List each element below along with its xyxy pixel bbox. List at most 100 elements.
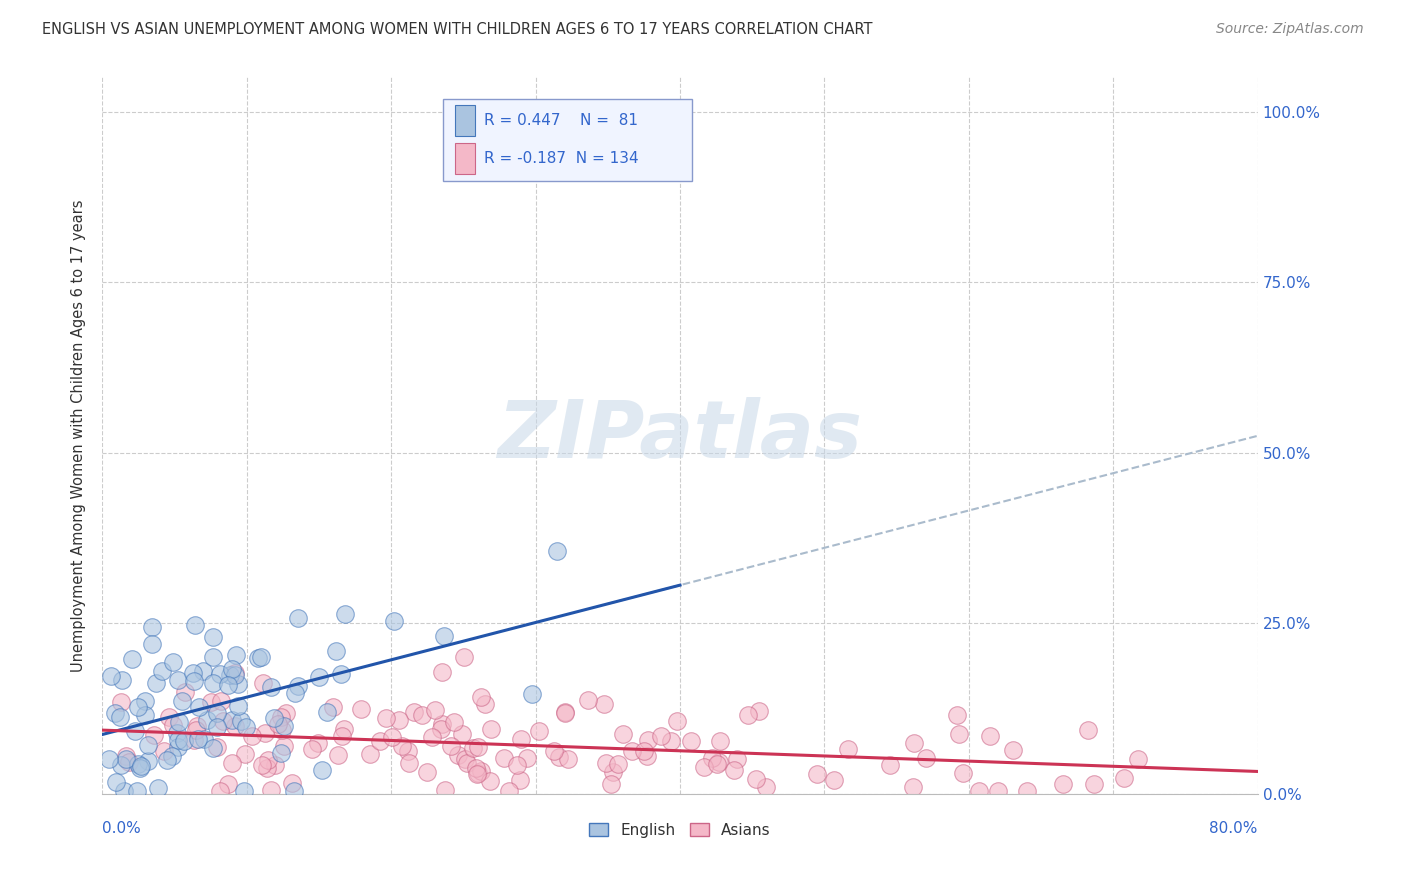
- Point: [522, 688, 544, 702]
- Point: [391, 739, 413, 753]
- Point: [256, 761, 278, 775]
- Point: [274, 706, 297, 721]
- Y-axis label: Unemployment Among Women with Children Ages 6 to 17 years: Unemployment Among Women with Children A…: [72, 200, 86, 672]
- Point: [430, 722, 453, 736]
- Point: [456, 756, 478, 770]
- Point: [267, 717, 290, 731]
- FancyBboxPatch shape: [454, 104, 475, 136]
- Point: [948, 727, 970, 741]
- Point: [110, 695, 132, 709]
- Point: [707, 756, 730, 770]
- Point: [233, 783, 256, 797]
- Point: [368, 733, 391, 747]
- FancyBboxPatch shape: [443, 99, 692, 181]
- Point: [737, 707, 759, 722]
- Point: [308, 670, 330, 684]
- Point: [162, 655, 184, 669]
- Point: [806, 767, 828, 781]
- Point: [218, 668, 240, 682]
- Point: [260, 680, 283, 694]
- Point: [250, 758, 273, 772]
- Point: [225, 648, 247, 662]
- Point: [328, 747, 350, 762]
- Point: [506, 758, 529, 772]
- Point: [134, 707, 156, 722]
- Point: [987, 783, 1010, 797]
- Point: [167, 673, 190, 687]
- Point: [470, 690, 492, 704]
- Point: [153, 744, 176, 758]
- Point: [283, 783, 305, 797]
- Point: [440, 739, 463, 753]
- Point: [100, 668, 122, 682]
- Point: [191, 664, 214, 678]
- Point: [287, 611, 309, 625]
- Point: [700, 751, 723, 765]
- Point: [681, 734, 703, 748]
- Point: [1052, 777, 1074, 791]
- Point: [270, 709, 292, 723]
- Point: [257, 753, 280, 767]
- Point: [979, 729, 1001, 743]
- Point: [271, 723, 294, 737]
- Point: [543, 744, 565, 758]
- Text: Source: ZipAtlas.com: Source: ZipAtlas.com: [1216, 22, 1364, 37]
- Point: [915, 750, 938, 764]
- Point: [167, 739, 190, 754]
- Point: [174, 685, 197, 699]
- Point: [200, 695, 222, 709]
- Point: [202, 676, 225, 690]
- Point: [221, 756, 243, 771]
- Point: [650, 729, 672, 743]
- Point: [470, 764, 492, 778]
- Point: [235, 720, 257, 734]
- Point: [166, 726, 188, 740]
- Point: [396, 744, 419, 758]
- Point: [217, 777, 239, 791]
- Point: [184, 723, 207, 738]
- Point: [450, 727, 472, 741]
- Point: [411, 708, 433, 723]
- Point: [162, 718, 184, 732]
- Point: [173, 734, 195, 748]
- Point: [224, 718, 246, 732]
- Point: [433, 629, 456, 643]
- Point: [114, 748, 136, 763]
- Legend: English, Asians: English, Asians: [583, 816, 776, 844]
- Point: [901, 780, 924, 794]
- Point: [464, 761, 486, 775]
- Point: [725, 752, 748, 766]
- Point: [879, 757, 901, 772]
- Point: [546, 543, 568, 558]
- Point: [112, 783, 135, 797]
- Point: [903, 736, 925, 750]
- Point: [224, 667, 246, 681]
- Point: [157, 710, 180, 724]
- Point: [284, 685, 307, 699]
- Point: [516, 751, 538, 765]
- Point: [576, 693, 599, 707]
- Point: [127, 783, 149, 797]
- Point: [335, 607, 357, 621]
- Point: [946, 707, 969, 722]
- Point: [823, 772, 845, 787]
- Point: [136, 755, 159, 769]
- Point: [554, 706, 576, 720]
- Point: [188, 700, 211, 714]
- Point: [666, 714, 689, 729]
- Point: [250, 650, 273, 665]
- Point: [636, 749, 658, 764]
- Point: [595, 756, 617, 770]
- Point: [209, 694, 232, 708]
- Point: [510, 731, 533, 746]
- Point: [599, 777, 621, 791]
- Point: [195, 713, 218, 727]
- Point: [748, 705, 770, 719]
- Point: [118, 755, 141, 769]
- Point: [723, 763, 745, 777]
- Point: [252, 676, 274, 690]
- Point: [1112, 771, 1135, 785]
- Point: [325, 643, 347, 657]
- Point: [141, 620, 163, 634]
- Point: [160, 748, 183, 763]
